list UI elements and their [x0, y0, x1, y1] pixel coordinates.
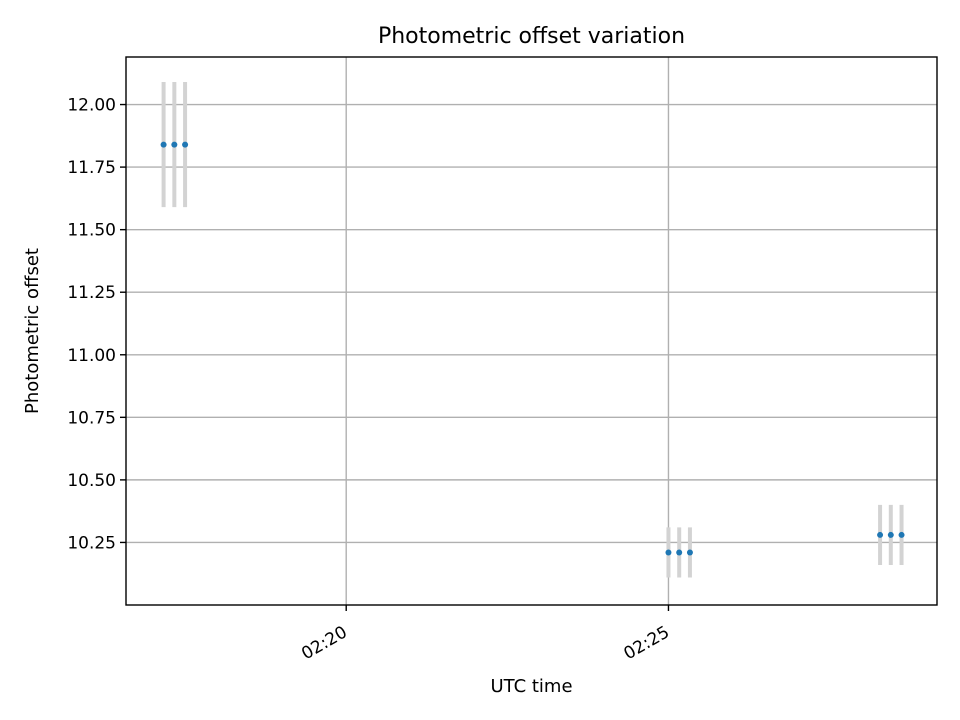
- y-tick-label: 10.25: [67, 533, 116, 553]
- y-tick-label: 10.50: [67, 471, 116, 491]
- data-point: [171, 141, 178, 148]
- data-point: [686, 549, 693, 556]
- y-tick-label: 11.25: [67, 283, 116, 303]
- x-axis-label: UTC time: [490, 676, 572, 697]
- y-tick-label: 12.00: [67, 96, 116, 116]
- data-point: [665, 549, 672, 556]
- data-point: [898, 531, 905, 538]
- data-point: [676, 549, 683, 556]
- data-point: [887, 531, 894, 538]
- y-tick-label: 11.75: [67, 158, 116, 178]
- error-bars: [161, 82, 904, 578]
- x-tick-label: 02:20: [298, 622, 350, 664]
- y-tick-label: 10.75: [67, 408, 116, 428]
- y-tick-label: 11.00: [67, 346, 116, 366]
- data-point: [160, 141, 167, 148]
- chart-title: Photometric offset variation: [378, 24, 685, 49]
- y-axis-label: Photometric offset: [22, 248, 43, 414]
- y-tick-label: 11.50: [67, 221, 116, 241]
- data-points: [160, 141, 905, 556]
- x-tick-label: 02:25: [621, 622, 673, 664]
- data-point: [182, 141, 189, 148]
- data-point: [877, 531, 884, 538]
- plot-frame: [125, 56, 938, 606]
- grid: [126, 57, 937, 605]
- ticks: 10.25 10.50 10.75 11.00 11.25 11.50 11.75 12.00…: [67, 96, 673, 665]
